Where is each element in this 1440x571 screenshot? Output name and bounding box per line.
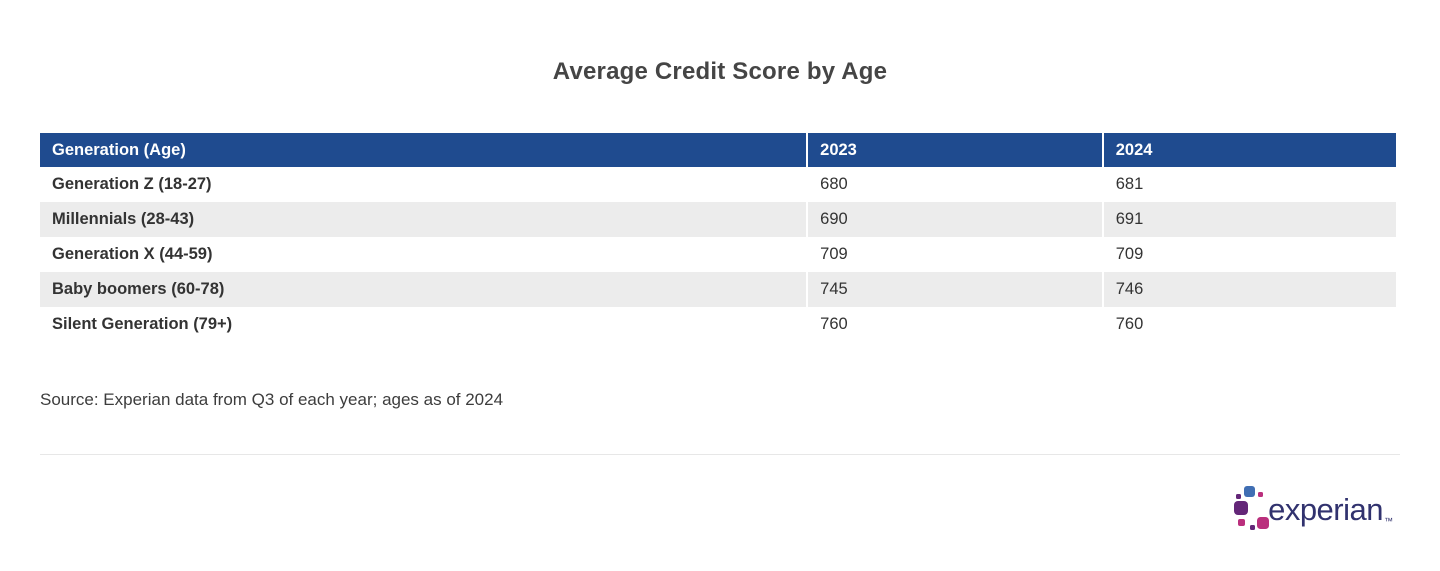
column-header-2023: 2023 [806,133,1102,167]
logo-square-purple-small-top [1236,494,1242,499]
table-row: Silent Generation (79+) 760 760 [40,307,1396,342]
value-2023: 680 [806,167,1102,202]
logo-square-magenta-medium [1257,517,1270,529]
value-2024: 746 [1101,272,1396,307]
value-2024: 691 [1101,202,1396,237]
experian-logo: experian ™ [1232,482,1393,536]
logo-square-purple-small-bottom [1250,525,1256,530]
table-row: Generation Z (18-27) 680 681 [40,167,1396,202]
table-row: Baby boomers (60-78) 745 746 [40,272,1396,307]
experian-wordmark: experian [1268,492,1383,527]
logo-square-magenta-small [1238,519,1246,526]
page-title: Average Credit Score by Age [552,58,888,85]
value-2024: 681 [1101,167,1396,202]
table-row: Millennials (28-43) 690 691 [40,202,1396,237]
column-header-2024: 2024 [1101,133,1396,167]
value-2023: 760 [806,307,1102,342]
row-label: Baby boomers (60-78) [40,272,807,307]
column-header-generation: Generation (Age) [40,133,807,167]
row-label: Generation Z (18-27) [40,167,807,202]
row-label: Generation X (44-59) [40,237,807,272]
value-2024: 709 [1101,237,1396,272]
logo-square-magenta-small-top [1258,492,1264,497]
experian-logo-icon [1232,482,1272,536]
logo-square-purple-large [1234,501,1249,515]
value-2023: 709 [806,237,1102,272]
table-row: Generation X (44-59) 709 709 [40,237,1396,272]
table-header-row: Generation (Age) 2023 2024 [40,133,1396,167]
row-label: Millennials (28-43) [40,202,807,237]
source-note: Source: Experian data from Q3 of each ye… [40,390,504,409]
trademark-symbol: ™ [1384,516,1393,526]
credit-score-table: Generation (Age) 2023 2024 Generation Z … [40,133,1396,342]
row-label: Silent Generation (79+) [40,307,807,342]
value-2023: 745 [806,272,1102,307]
value-2024: 760 [1101,307,1396,342]
divider-rule [40,454,1400,455]
value-2023: 690 [806,202,1102,237]
logo-square-blue [1244,486,1256,497]
